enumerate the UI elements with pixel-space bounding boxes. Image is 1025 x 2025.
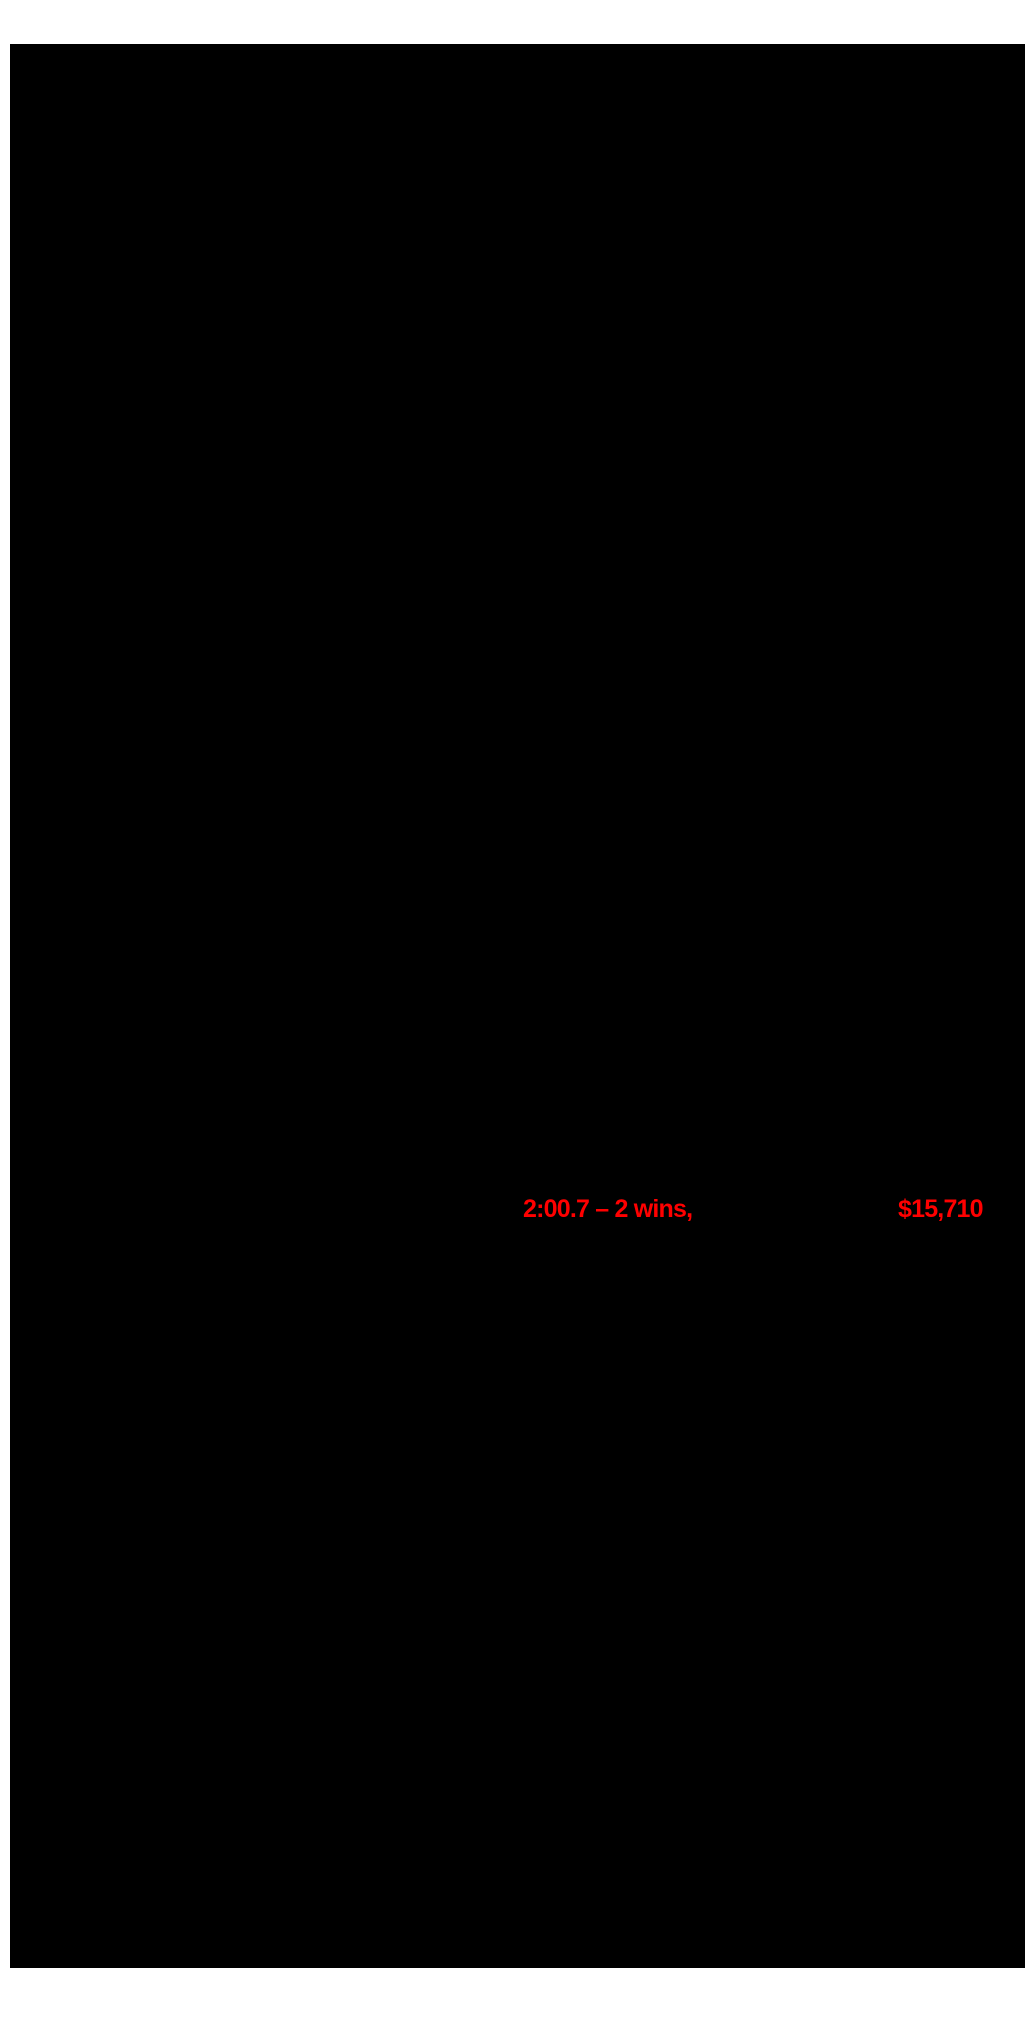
record-time-wins-text: 2:00.7 – 2 wins, (523, 1195, 693, 1223)
document-black-canvas: 2:00.7 – 2 wins, $15,710 (10, 44, 1025, 1968)
record-earnings-text: $15,710 (898, 1195, 984, 1223)
